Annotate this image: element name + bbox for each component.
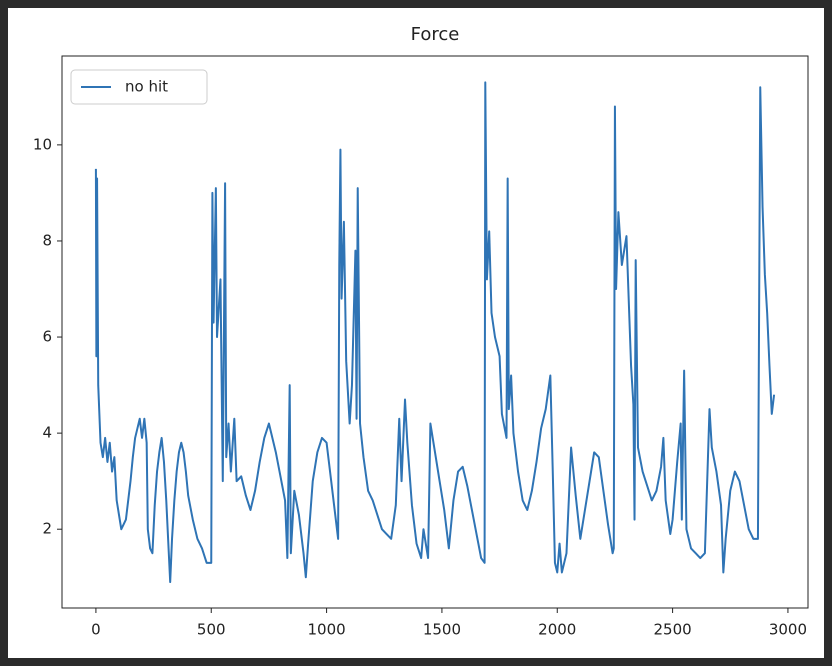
x-tick-label: 1500 — [423, 621, 461, 639]
figure — [8, 8, 824, 658]
y-tick-label: 4 — [42, 424, 52, 442]
chart-title: Force — [411, 24, 460, 45]
x-tick-label: 500 — [197, 621, 226, 639]
y-tick-label: 8 — [42, 231, 52, 249]
y-tick-label: 6 — [42, 328, 52, 346]
x-tick-label: 2500 — [654, 621, 692, 639]
y-tick-label: 2 — [42, 520, 52, 538]
x-tick-label: 1000 — [307, 621, 345, 639]
axes-frame — [61, 55, 809, 609]
legend-box — [70, 69, 208, 105]
x-tick-label: 0 — [91, 621, 101, 639]
y-tick-label: 10 — [33, 135, 52, 153]
x-tick-label: 3000 — [769, 621, 807, 639]
x-tick-label: 2000 — [538, 621, 576, 639]
legend-label: no hit — [125, 78, 168, 96]
line — [94, 81, 776, 584]
